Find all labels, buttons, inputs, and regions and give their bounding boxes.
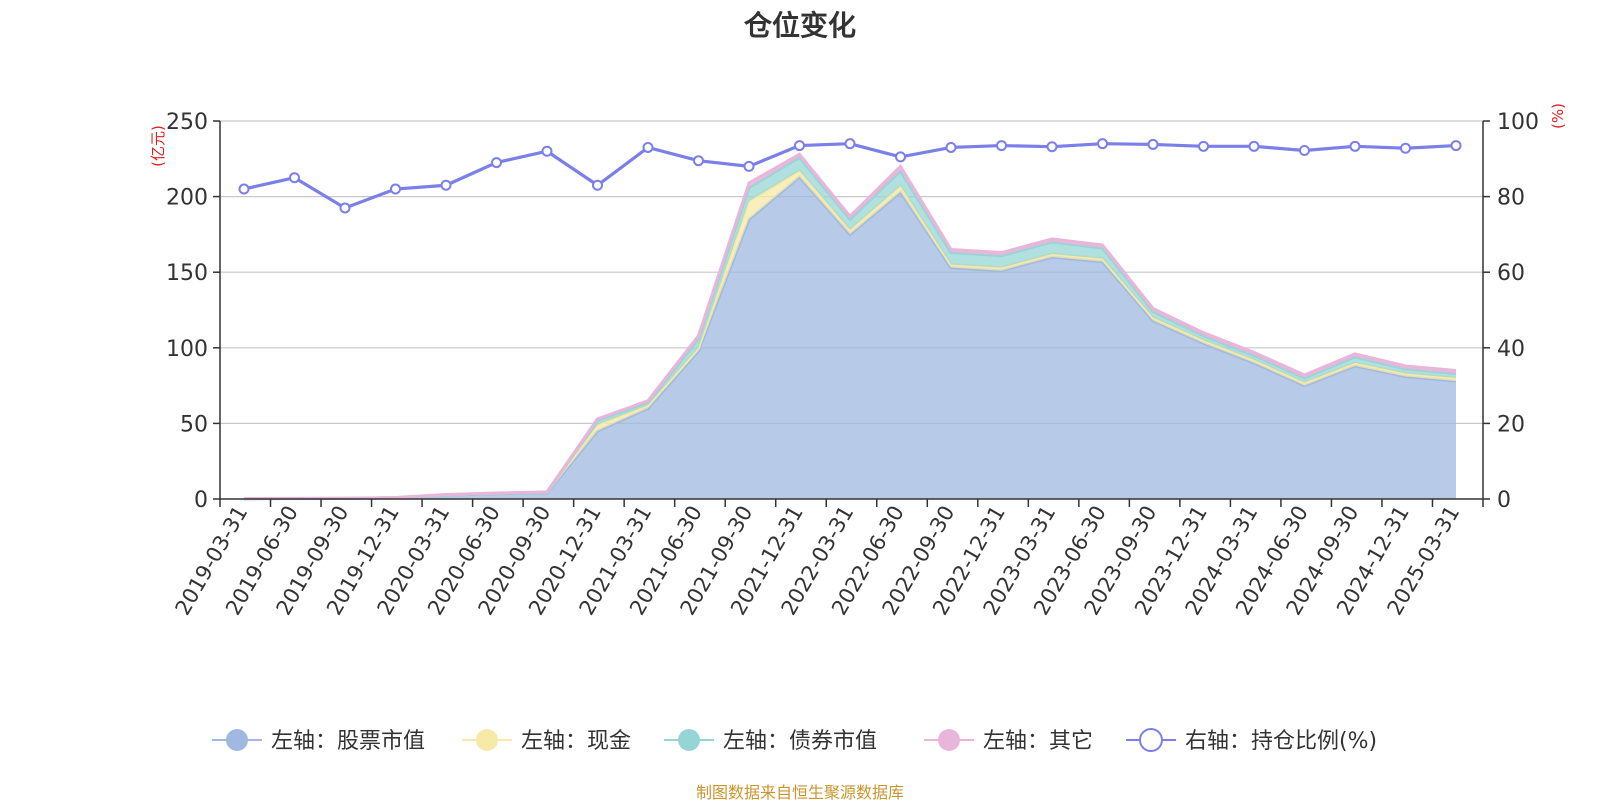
left-tick-label: 200 <box>166 186 208 211</box>
stacked-areas <box>243 152 1457 501</box>
legend: 左轴：股票市值 左轴：现金 左轴：债券市值 左轴：其它 右轴：持仓比例(%) <box>212 728 1377 754</box>
ratio-point <box>1400 142 1411 154</box>
ratio-point <box>1248 140 1260 152</box>
left-axis-unit: (亿元) <box>149 125 167 167</box>
chart-title: 仓位变化 <box>743 9 856 42</box>
ratio-point <box>1097 138 1108 150</box>
right-tick-label: 0 <box>1497 488 1511 513</box>
ratio-point <box>693 155 704 167</box>
right-tick-label: 100 <box>1497 110 1539 135</box>
left-tick-label: 100 <box>166 337 208 362</box>
ratio-point <box>996 140 1007 152</box>
ratio-point <box>440 179 452 191</box>
ratio-point <box>491 157 502 169</box>
right-tick-label: 40 <box>1497 337 1525 362</box>
legend-marker <box>226 729 248 751</box>
ratio-point <box>1299 144 1310 156</box>
legend-label: 左轴：其它 <box>983 729 1093 754</box>
area-左轴：股票市值 <box>244 176 1456 499</box>
ratio-point <box>1046 141 1058 153</box>
right-tick-label: 60 <box>1497 261 1525 286</box>
ratio-point <box>895 151 906 163</box>
ratio-point <box>289 172 300 184</box>
left-tick-label: 250 <box>166 110 208 135</box>
area-左轴：债券市值 <box>244 157 1456 499</box>
left-tick-label: 150 <box>166 261 208 286</box>
left-tick-label: 50 <box>180 412 208 437</box>
legend-label: 左轴：股票市值 <box>271 729 425 754</box>
left-tick-label: 0 <box>194 488 208 513</box>
ratio-point <box>1450 140 1462 152</box>
legend-label: 右轴：持仓比例(%) <box>1185 729 1377 754</box>
ratio-point <box>794 140 805 152</box>
right-axis-unit: (%) <box>1549 103 1567 129</box>
ratio-point <box>541 145 553 157</box>
series-右轴：持仓比例(%) <box>238 138 1462 214</box>
ratio-point <box>844 138 856 150</box>
legend-marker <box>678 729 700 751</box>
ratio-line <box>243 142 1457 210</box>
ratio-point <box>1349 140 1361 152</box>
area-line-左轴：其它 <box>243 152 1457 501</box>
ratio-point <box>743 160 755 172</box>
legend-label: 左轴：债券市值 <box>723 729 877 754</box>
ratio-point <box>238 183 250 195</box>
right-tick-label: 80 <box>1497 186 1525 211</box>
ratio-point <box>642 141 654 153</box>
legend-marker <box>476 729 498 751</box>
legend-marker <box>938 729 960 751</box>
ratio-point <box>1147 138 1159 150</box>
ratio-point <box>339 202 351 214</box>
ratio-point <box>592 179 603 191</box>
right-tick-label: 20 <box>1497 412 1525 437</box>
legend-label: 左轴：现金 <box>521 729 631 754</box>
ratio-point <box>945 141 957 153</box>
ratio-point <box>390 183 401 195</box>
source-footer: 制图数据来自恒生聚源数据库 <box>695 783 904 802</box>
ratio-point <box>1198 140 1209 152</box>
legend-marker <box>1139 728 1163 752</box>
